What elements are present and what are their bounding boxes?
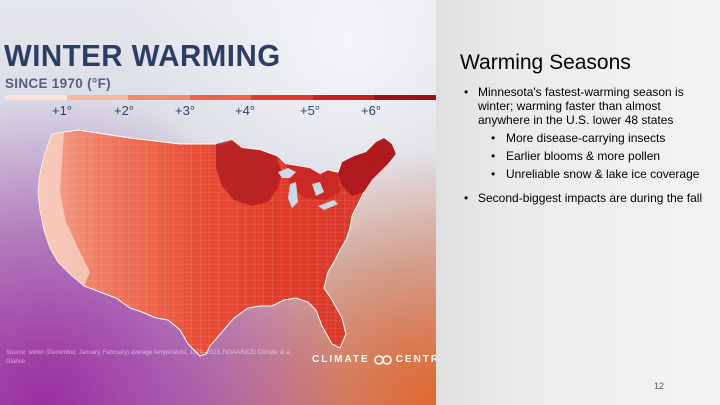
bullet-dot-icon: • [491, 131, 496, 145]
region-northeast [338, 138, 396, 196]
lake-huron [312, 182, 324, 196]
bullet-item: • Minnesota's fastest-warming season is … [460, 85, 716, 127]
map-title: WINTER WARMING [4, 38, 281, 73]
color-scale-bar [5, 95, 436, 100]
scale-tick: +1° [51, 103, 73, 118]
sub-bullet-item: • Earlier blooms & more pollen [460, 149, 716, 163]
map-source-note: Source: winter (December, January, Febru… [6, 350, 290, 365]
bullet-text: Second-biggest impacts are during the fa… [478, 191, 703, 205]
bullet-dot-icon: • [464, 191, 469, 205]
bullet-item: • Second-biggest impacts are during the … [460, 191, 716, 205]
climate-central-brand: CLIMATE CENTRAL [312, 354, 436, 365]
sub-bullet-item: • More disease-carrying insects [460, 131, 716, 145]
scale-ticks: +1° +2° +3° +4° +5° +6° [0, 103, 436, 121]
sub-bullet-item: • Unreliable snow & lake ice coverage [460, 167, 716, 181]
us-county-map [37, 129, 397, 357]
brand-word-right: CENTRAL [395, 354, 436, 365]
scale-tick: +3° [174, 103, 196, 118]
bullet-list: • Minnesota's fastest-warming season is … [460, 85, 716, 209]
brand-word-left: CLIMATE [312, 354, 370, 365]
scale-segment [251, 95, 313, 100]
scale-tick: +5° [299, 103, 321, 118]
lake-superior [278, 168, 296, 178]
scale-tick: +4° [234, 103, 256, 118]
bullet-dot-icon: • [464, 85, 469, 99]
scale-segment [189, 95, 252, 100]
region-upper-midwest [216, 140, 282, 206]
climate-central-logo-icon [373, 354, 392, 365]
region-west-coast [38, 132, 90, 286]
winter-warming-map-image: WINTER WARMING SINCE 1970 (°F) +1° +2° +… [0, 0, 436, 405]
bullet-dot-icon: • [491, 149, 496, 163]
scale-tick: +6° [360, 103, 382, 118]
scale-segment [312, 95, 375, 100]
sub-bullet-text: Unreliable snow & lake ice coverage [506, 167, 700, 181]
lake-erie [318, 200, 338, 210]
slide-content-panel: Warming Seasons • Minnesota's fastest-wa… [436, 0, 720, 405]
slide-title: Warming Seasons [460, 51, 631, 74]
scale-tick: +2° [113, 103, 135, 118]
scale-segment [66, 95, 129, 100]
scale-segment [128, 95, 190, 100]
page-number: 12 [654, 381, 665, 391]
lake-michigan [288, 182, 298, 208]
bullet-dot-icon: • [491, 167, 496, 181]
map-subtitle: SINCE 1970 (°F) [5, 76, 111, 91]
scale-segment [374, 95, 436, 100]
region-great-lakes [286, 164, 340, 200]
sub-bullet-text: More disease-carrying insects [506, 131, 666, 145]
scale-segment [5, 95, 67, 100]
sub-bullet-text: Earlier blooms & more pollen [506, 149, 661, 163]
bullet-text: Minnesota's fastest-warming season is wi… [478, 85, 684, 127]
